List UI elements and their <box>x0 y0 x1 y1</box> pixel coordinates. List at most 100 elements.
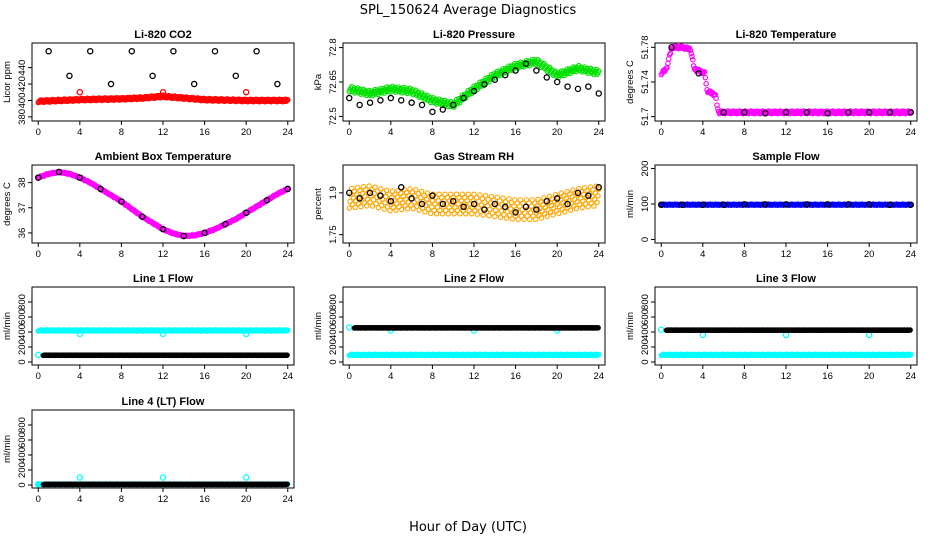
series-black-point <box>501 203 509 211</box>
series-orange-point <box>591 203 597 209</box>
series-black-point <box>86 47 94 55</box>
series-orange-point <box>358 203 364 210</box>
y-tick-label: 420 <box>17 76 28 92</box>
series-black-point <box>284 185 292 193</box>
series-orange-point <box>363 203 370 209</box>
x-tick-label: 24 <box>905 127 916 138</box>
series-magenta-point <box>690 56 696 63</box>
series-black-point <box>345 94 353 102</box>
series-green-point <box>480 82 486 89</box>
series-cyan-point <box>596 351 602 358</box>
panel-title: Line 1 Flow <box>133 273 193 285</box>
y-axis-label: ml/min <box>625 190 636 218</box>
y-tick-label: 38 <box>17 177 28 188</box>
x-tick-label: 20 <box>552 249 563 260</box>
y-tick-label: 1.75 <box>328 225 339 244</box>
panel-marks <box>345 183 603 223</box>
x-tick-label: 12 <box>158 371 169 382</box>
series-black-point <box>149 72 156 80</box>
series-black-point <box>543 74 551 81</box>
series-magenta-point <box>703 80 709 87</box>
panel-marks <box>345 56 603 116</box>
series-cyan-point <box>242 330 250 338</box>
series-black-point <box>907 327 913 333</box>
y-axis-label: degrees C <box>625 60 636 104</box>
series-black-point <box>886 109 894 116</box>
x-tick-label: 8 <box>430 371 435 382</box>
series-cyan-point <box>345 324 353 331</box>
series-orange-point <box>544 213 550 220</box>
y-tick-label: 200 <box>328 339 339 355</box>
series-black-point <box>190 80 198 88</box>
series-magenta-point <box>715 106 721 112</box>
series-magenta-point <box>688 50 694 57</box>
panel-title: Li-820 Temperature <box>736 29 837 41</box>
y-tick-label: 37 <box>17 202 28 213</box>
series-black-point <box>865 109 873 116</box>
x-tick-label: 0 <box>36 127 41 138</box>
series-magenta-point <box>713 95 719 102</box>
series-black-point <box>366 189 374 197</box>
series-orange-point <box>504 208 511 215</box>
panel-5: Gas Stream RH 0 4 8 12 16 20 24 1.75 1.9 percent <box>313 151 606 260</box>
series-orange-point <box>471 191 477 198</box>
y-tick-label: 600 <box>17 309 28 325</box>
series-orange-point <box>352 204 358 211</box>
y-tick-label: 380 <box>17 109 28 125</box>
series-black-point <box>824 201 831 208</box>
y-tick-label: 72.5 <box>328 107 339 126</box>
series-orange-point <box>472 207 478 214</box>
series-red-point <box>76 89 84 96</box>
series-orange-point <box>424 190 431 196</box>
series-black-point <box>574 85 582 93</box>
series-orange-point <box>386 191 392 198</box>
series-orange-point <box>492 207 499 213</box>
panel-marks <box>658 43 915 117</box>
series-orange-point <box>470 198 476 204</box>
panel-marks <box>657 326 914 359</box>
series-orange-point <box>393 207 399 214</box>
x-tick-label: 16 <box>510 371 521 382</box>
y-axis-label: kPa <box>313 73 324 90</box>
series-orange-point <box>567 207 574 213</box>
x-tick-label: 20 <box>552 127 563 138</box>
y-axis-label: ml/min <box>625 312 636 340</box>
series-orange-point <box>387 207 393 214</box>
series-orange-point <box>418 188 425 195</box>
series-black-point <box>201 229 208 237</box>
series-black-point <box>695 70 702 77</box>
x-tick-label: 16 <box>510 249 521 260</box>
x-tick-label: 12 <box>781 371 792 382</box>
series-magenta-point <box>689 53 695 60</box>
panel-marks <box>35 47 291 106</box>
x-tick-label: 12 <box>469 371 480 382</box>
x-tick-label: 12 <box>781 127 792 138</box>
series-orange-point <box>428 204 435 210</box>
series-black-point <box>460 203 467 211</box>
series-red-point <box>284 97 290 104</box>
series-orange-point <box>469 204 476 211</box>
series-orange-point <box>445 211 451 217</box>
series-orange-point <box>495 210 501 217</box>
series-orange-point <box>515 216 521 223</box>
plot-frame <box>31 409 295 489</box>
series-black-point <box>449 197 457 205</box>
series-orange-point <box>366 183 372 189</box>
series-orange-point <box>427 210 434 217</box>
y-tick-label: 1.9 <box>328 186 339 199</box>
series-black-point <box>564 83 571 90</box>
y-tick-label: 400 <box>17 324 28 340</box>
x-tick-label: 4 <box>77 127 82 138</box>
x-tick-label: 12 <box>469 127 480 138</box>
series-red-point <box>159 89 167 96</box>
x-tick-label: 8 <box>119 371 124 382</box>
series-orange-point <box>408 202 414 208</box>
panel-marks <box>34 474 291 488</box>
x-tick-label: 0 <box>36 371 41 382</box>
x-tick-label: 16 <box>199 494 210 505</box>
series-black-point <box>845 109 852 116</box>
series-black-point <box>418 101 426 109</box>
x-tick-label: 24 <box>905 371 916 382</box>
